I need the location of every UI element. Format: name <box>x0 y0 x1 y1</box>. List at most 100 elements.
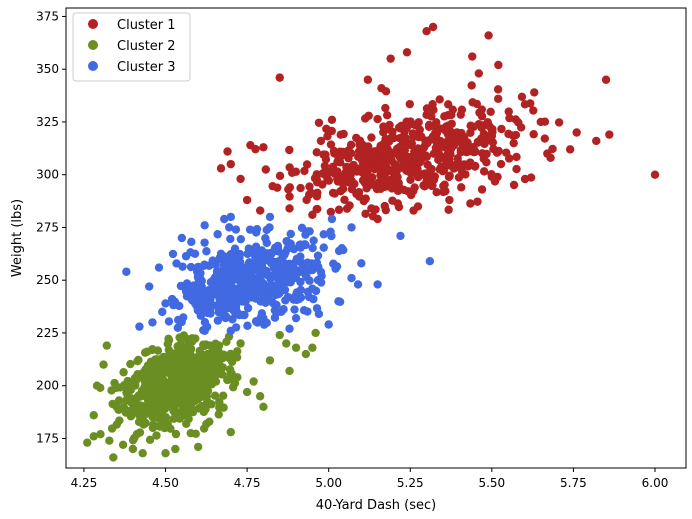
data-point <box>207 348 217 357</box>
data-point <box>236 339 245 348</box>
data-point <box>509 180 519 190</box>
data-point <box>185 382 194 392</box>
data-point <box>392 178 401 188</box>
data-point <box>149 420 158 429</box>
data-point <box>164 317 174 326</box>
data-point <box>347 176 356 186</box>
data-point <box>302 160 312 169</box>
data-point <box>109 453 118 462</box>
data-point <box>367 133 376 142</box>
data-point <box>252 260 261 269</box>
data-point <box>272 300 281 310</box>
data-point <box>89 432 98 441</box>
data-point <box>141 378 150 387</box>
data-point <box>131 376 141 385</box>
data-point <box>226 159 235 169</box>
data-point <box>312 148 321 157</box>
data-point <box>186 262 196 272</box>
data-point <box>380 201 389 211</box>
data-point <box>334 205 344 214</box>
data-point <box>592 136 601 146</box>
data-point <box>304 292 314 302</box>
data-point <box>457 183 466 192</box>
data-point <box>210 391 220 400</box>
data-point <box>382 110 392 120</box>
y-tick-label: 350 <box>36 62 59 76</box>
data-point <box>124 382 133 391</box>
data-point <box>401 134 410 143</box>
data-point <box>228 315 237 324</box>
data-point <box>207 400 216 409</box>
data-point <box>530 88 539 97</box>
data-point <box>211 377 221 386</box>
data-point <box>362 151 372 160</box>
data-point <box>384 177 393 186</box>
data-point <box>466 199 475 208</box>
data-point <box>133 356 142 366</box>
data-point <box>316 136 326 146</box>
data-point <box>195 364 204 373</box>
data-point <box>187 237 196 247</box>
data-point <box>286 229 295 239</box>
data-point <box>132 429 142 439</box>
data-point <box>234 285 243 294</box>
data-point <box>202 296 212 305</box>
data-point <box>441 186 450 196</box>
data-point <box>379 128 388 137</box>
data-point <box>181 252 191 261</box>
data-point <box>444 205 453 214</box>
data-point <box>265 254 274 263</box>
data-point <box>333 157 342 166</box>
data-point <box>414 172 423 182</box>
data-point <box>650 170 660 179</box>
data-point <box>425 257 435 266</box>
data-point <box>479 154 488 164</box>
data-point <box>529 130 538 139</box>
data-point <box>192 286 202 295</box>
data-point <box>367 180 377 189</box>
data-point <box>348 166 358 175</box>
data-point <box>296 183 305 193</box>
data-point <box>145 282 154 291</box>
data-point <box>301 230 310 239</box>
data-point <box>477 112 487 121</box>
data-point <box>308 343 317 352</box>
data-point <box>338 147 348 157</box>
data-point <box>196 277 206 286</box>
data-point <box>193 306 203 315</box>
legend-label-cluster-3: Cluster 3 <box>117 60 176 75</box>
data-point <box>299 306 309 315</box>
data-point <box>292 254 302 264</box>
data-point <box>469 122 478 132</box>
data-point <box>512 152 521 162</box>
data-point <box>319 230 328 239</box>
data-point <box>235 310 244 320</box>
legend-marker-cluster-2 <box>88 40 98 50</box>
data-point <box>526 173 536 182</box>
data-point <box>134 409 143 419</box>
data-point <box>152 363 162 372</box>
y-axis-label: Weight (lbs) <box>10 199 25 277</box>
data-point <box>308 284 317 293</box>
data-point <box>405 99 414 109</box>
data-point <box>214 275 223 284</box>
data-point <box>275 288 284 298</box>
data-point <box>572 128 581 137</box>
data-point <box>126 359 135 369</box>
data-point <box>172 259 181 268</box>
data-point <box>203 379 213 389</box>
data-point <box>305 182 314 191</box>
x-axis: 4.25 4.50 4.75 5.00 5.25 5.50 5.75 6.00 <box>71 468 668 490</box>
data-point <box>601 75 611 84</box>
data-point <box>295 240 304 250</box>
data-point <box>214 410 223 419</box>
data-point <box>128 435 138 445</box>
data-point <box>438 166 447 176</box>
data-point <box>473 197 482 206</box>
data-point <box>275 330 284 340</box>
y-tick-label: 175 <box>36 431 59 445</box>
data-point <box>228 383 238 392</box>
data-point <box>175 333 184 342</box>
data-point <box>194 262 203 272</box>
data-point <box>370 164 379 174</box>
